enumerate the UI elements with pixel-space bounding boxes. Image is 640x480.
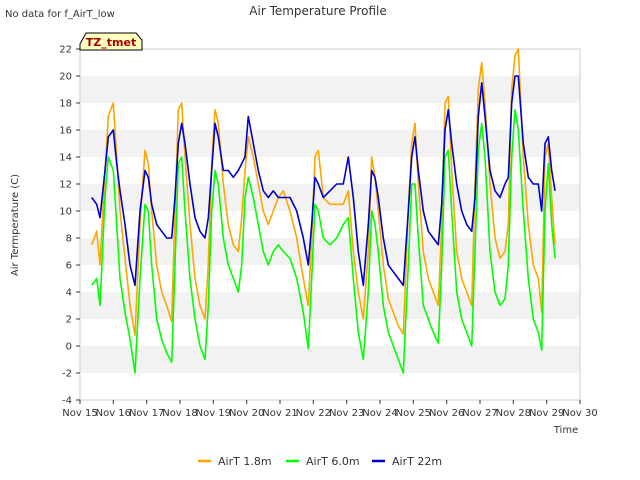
y-axis-label: Air Termperature (C) bbox=[10, 174, 21, 276]
series-line-airt-22m bbox=[91, 75, 556, 287]
y-tick-label: 4 bbox=[66, 288, 72, 299]
x-tick-label: Nov 25 bbox=[396, 408, 431, 419]
x-tick-label: Nov 24 bbox=[362, 408, 397, 419]
site-badge-shape bbox=[79, 32, 143, 51]
grid-band bbox=[80, 319, 580, 346]
legend: AirT 1.8m AirT 6.0m AirT 22m bbox=[198, 455, 442, 468]
x-tick-label: Nov 27 bbox=[462, 408, 497, 419]
legend-label: AirT 22m bbox=[392, 455, 442, 468]
y-axis: -4 -2 0 2 4 6 8 10 12 14 16 18 20 22 bbox=[59, 45, 80, 407]
series-line-airt-6-0m bbox=[91, 109, 556, 374]
legend-label: AirT 1.8m bbox=[218, 455, 272, 468]
series-lines bbox=[90, 48, 556, 374]
site-badge: TZ_tmet bbox=[79, 32, 143, 51]
chart-title: Air Temperature Profile bbox=[249, 4, 386, 18]
x-tick-label: Nov 22 bbox=[296, 408, 331, 419]
y-tick-label: 14 bbox=[59, 153, 72, 164]
legend-label: AirT 6.0m bbox=[306, 455, 360, 468]
grid-band bbox=[80, 103, 580, 130]
grid-band bbox=[80, 157, 580, 184]
y-tick-label: 16 bbox=[59, 126, 72, 137]
x-tick-label: Nov 19 bbox=[196, 408, 231, 419]
grid-band bbox=[80, 373, 580, 400]
grid-band bbox=[80, 76, 580, 103]
plot-frame bbox=[79, 48, 581, 401]
x-axis-label: Time bbox=[553, 425, 578, 436]
x-tick-label: Nov 16 bbox=[96, 408, 131, 419]
x-tick-label: Nov 26 bbox=[429, 408, 464, 419]
y-tick-label: 0 bbox=[66, 342, 72, 353]
y-tick-label: 2 bbox=[66, 315, 72, 326]
y-tick-label: 10 bbox=[59, 207, 72, 218]
grid-band bbox=[80, 130, 580, 157]
x-tick-label: Nov 28 bbox=[496, 408, 531, 419]
x-tick-label: Nov 18 bbox=[162, 408, 197, 419]
site-badge-label: TZ_tmet bbox=[86, 36, 136, 49]
grid-band bbox=[80, 265, 580, 292]
x-tick-label: Nov 30 bbox=[562, 408, 597, 419]
y-tick-label: 22 bbox=[59, 45, 72, 56]
grid-band bbox=[80, 184, 580, 211]
y-tick-label: -2 bbox=[62, 369, 72, 380]
y-tick-label: 18 bbox=[59, 99, 72, 110]
grid-band bbox=[80, 49, 580, 76]
x-tick-label: Nov 17 bbox=[129, 408, 164, 419]
y-tick-label: 20 bbox=[59, 72, 72, 83]
x-tick-label: Nov 29 bbox=[529, 408, 564, 419]
grid-band bbox=[80, 346, 580, 373]
no-data-note: No data for f_AirT_low bbox=[5, 9, 115, 20]
series-line-airt-1-8m bbox=[90, 48, 556, 336]
y-tick-label: 6 bbox=[66, 261, 72, 272]
grid-bands bbox=[80, 49, 580, 400]
x-tick-label: Nov 15 bbox=[62, 408, 97, 419]
x-tick-label: Nov 20 bbox=[229, 408, 264, 419]
x-tick-label: Nov 21 bbox=[262, 408, 297, 419]
y-tick-label: -4 bbox=[62, 396, 72, 407]
x-tick-label: Nov 23 bbox=[329, 408, 364, 419]
y-tick-label: 8 bbox=[66, 234, 72, 245]
y-tick-label: 12 bbox=[59, 180, 72, 191]
